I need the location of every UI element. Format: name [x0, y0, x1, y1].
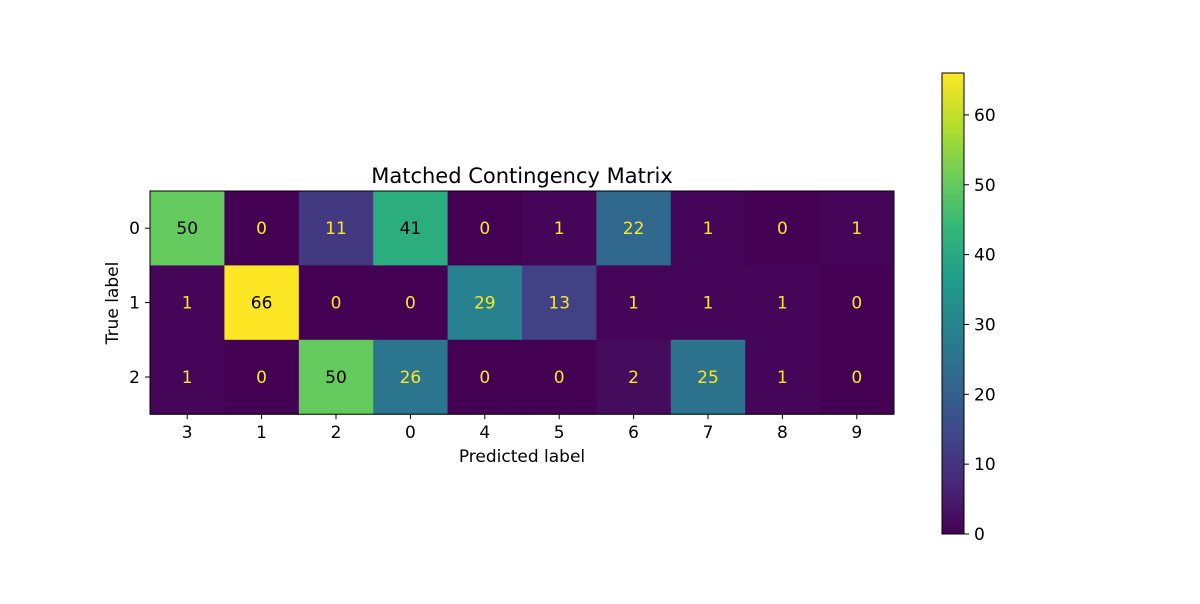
colorbar-tick-label: 40: [974, 246, 996, 266]
heatmap-cell: [745, 265, 821, 341]
cell-value-label: 0: [479, 368, 490, 388]
cell-value-label: 1: [777, 368, 788, 388]
cell-value-label: 25: [697, 368, 719, 388]
cell-value-label: 1: [182, 368, 193, 388]
heatmap-cell: [224, 339, 300, 415]
colorbar-tick-label: 30: [974, 315, 996, 335]
cell-value-label: 1: [554, 219, 565, 239]
cell-value-label: 22: [623, 219, 645, 239]
cell-value-label: 0: [851, 294, 862, 314]
cell-value-label: 50: [325, 368, 347, 388]
colorbar-tick-label: 50: [974, 176, 996, 196]
cell-value-label: 13: [548, 294, 570, 314]
x-tick-label: 2: [331, 423, 342, 443]
cell-value-label: 1: [628, 294, 639, 314]
cell-value-label: 11: [325, 219, 347, 239]
colorbar-tick-label: 20: [974, 385, 996, 405]
x-tick-label: 4: [479, 423, 490, 443]
heatmap-cell: [373, 339, 449, 415]
heatmap-cell: [150, 191, 225, 266]
cell-value-label: 1: [777, 294, 788, 314]
heatmap-cell: [373, 191, 449, 266]
cell-value-label: 1: [703, 294, 714, 314]
cell-value-label: 26: [400, 368, 422, 388]
heatmap-cell: [150, 339, 225, 415]
heatmap-cell: [447, 191, 523, 266]
cell-value-label: 0: [851, 368, 862, 388]
x-tick-label: 9: [851, 423, 862, 443]
x-axis-label: Predicted label: [459, 447, 585, 467]
y-axis-label: True label: [103, 262, 123, 346]
colorbar-gradient: [941, 72, 965, 535]
colorbar-tick-label: 60: [974, 106, 996, 126]
y-tick-label: 1: [129, 294, 140, 314]
heatmap-cell: [819, 265, 895, 341]
heatmap-cell: [522, 339, 597, 415]
y-axis: 0 1 2: [129, 219, 150, 388]
heatmap-cell: [522, 191, 597, 266]
x-tick-label: 3: [182, 423, 193, 443]
heatmap-cell: [596, 191, 672, 266]
cell-value-label: 1: [182, 294, 193, 314]
cell-value-label: 41: [400, 219, 422, 239]
x-axis: 3 1 2 0 4 5 6 7 8 9: [182, 414, 862, 443]
heatmap-cell: [819, 339, 895, 415]
x-tick-label: 5: [554, 423, 565, 443]
x-tick-label: 6: [628, 423, 639, 443]
cell-value-label: 1: [851, 219, 862, 239]
cell-value-label: 2: [628, 368, 639, 388]
cell-value-label: 29: [474, 294, 496, 314]
cell-value-label: 0: [331, 294, 342, 314]
heatmap-cell: [596, 265, 672, 341]
heatmap-cell: [745, 339, 821, 415]
heatmap-cell: [298, 265, 374, 341]
cell-value-label: 0: [554, 368, 565, 388]
x-tick-label: 7: [703, 423, 714, 443]
cell-value-label: 66: [251, 294, 273, 314]
heatmap-cell: [224, 191, 300, 266]
cell-value-label: 50: [176, 219, 198, 239]
cell-value-label: 0: [256, 368, 267, 388]
colorbar: 0 10 20 30 40 50 60: [941, 72, 996, 545]
cell-value-label: 0: [256, 219, 267, 239]
heatmap-cell: [670, 339, 746, 415]
heatmap-cell: [596, 339, 672, 415]
heatmap-cell: [150, 265, 225, 341]
x-tick-label: 1: [256, 423, 267, 443]
y-tick-label: 2: [129, 368, 140, 388]
heatmap-cells: [149, 190, 895, 415]
heatmap-cell: [670, 265, 746, 341]
heatmap-cell: [298, 191, 374, 266]
cell-value-label: 0: [479, 219, 490, 239]
heatmap-cell: [298, 339, 374, 415]
x-tick-label: 8: [777, 423, 788, 443]
x-tick-label: 0: [405, 423, 416, 443]
cell-value-label: 0: [777, 219, 788, 239]
heatmap-cell: [522, 265, 597, 341]
cell-value-label: 0: [405, 294, 416, 314]
heatmap-cell: [447, 265, 523, 341]
heatmap-cell: [745, 191, 821, 266]
colorbar-tick-label: 10: [974, 455, 996, 475]
heatmap-cell: [670, 191, 746, 266]
heatmap-cell: [224, 265, 300, 341]
heatmap-cell: [819, 191, 895, 266]
colorbar-tick-label: 0: [974, 525, 985, 545]
heatmap-cell: [447, 339, 523, 415]
cell-value-label: 1: [703, 219, 714, 239]
y-tick-label: 0: [129, 219, 140, 239]
cell-value-labels: 50 0 11 41 0 1 22 1 0 11 66 0 0 29 13 1 1 1 01 0 50 26 0 0 2 25 1 0: [176, 219, 862, 388]
heatmap-cell: [373, 265, 449, 341]
chart-title: Matched Contingency Matrix: [371, 164, 673, 188]
